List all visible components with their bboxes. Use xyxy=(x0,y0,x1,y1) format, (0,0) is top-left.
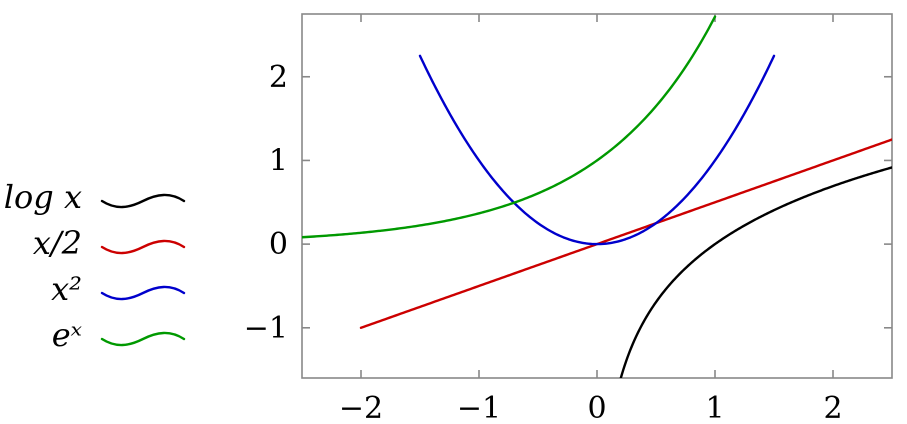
series-line-exp xyxy=(302,15,717,239)
tick-labels: −2 −1 0 1 2 −1 0 1 2 xyxy=(244,60,843,424)
axis-ticks xyxy=(302,14,892,378)
x-tick-label: 1 xyxy=(705,391,724,424)
curves xyxy=(302,15,892,378)
legend-label: x/2 xyxy=(33,224,82,262)
legend-swatch xyxy=(100,193,186,209)
legend: log x x/2 x² eˣ xyxy=(4,178,186,354)
series-line-half xyxy=(359,138,892,329)
legend-swatch xyxy=(100,331,186,347)
x-tick-label: 2 xyxy=(823,391,842,424)
y-tick-label: 2 xyxy=(269,60,288,95)
y-tick-label: 0 xyxy=(269,227,288,262)
legend-swatch xyxy=(100,285,186,301)
legend-label: log x xyxy=(4,178,82,216)
x-tick-label: 0 xyxy=(587,391,606,424)
series-line-log xyxy=(619,166,892,378)
series-line-square xyxy=(418,54,776,246)
legend-swatch xyxy=(100,239,186,255)
plot-area: −2 −1 0 1 2 −1 0 1 2 xyxy=(244,13,893,424)
x-tick-label: −2 xyxy=(339,391,383,424)
legend-label: x² xyxy=(51,270,82,308)
legend-label: eˣ xyxy=(52,316,83,354)
y-tick-label: 1 xyxy=(269,143,288,178)
x-tick-label: −1 xyxy=(457,391,501,424)
y-tick-label: −1 xyxy=(244,311,288,346)
